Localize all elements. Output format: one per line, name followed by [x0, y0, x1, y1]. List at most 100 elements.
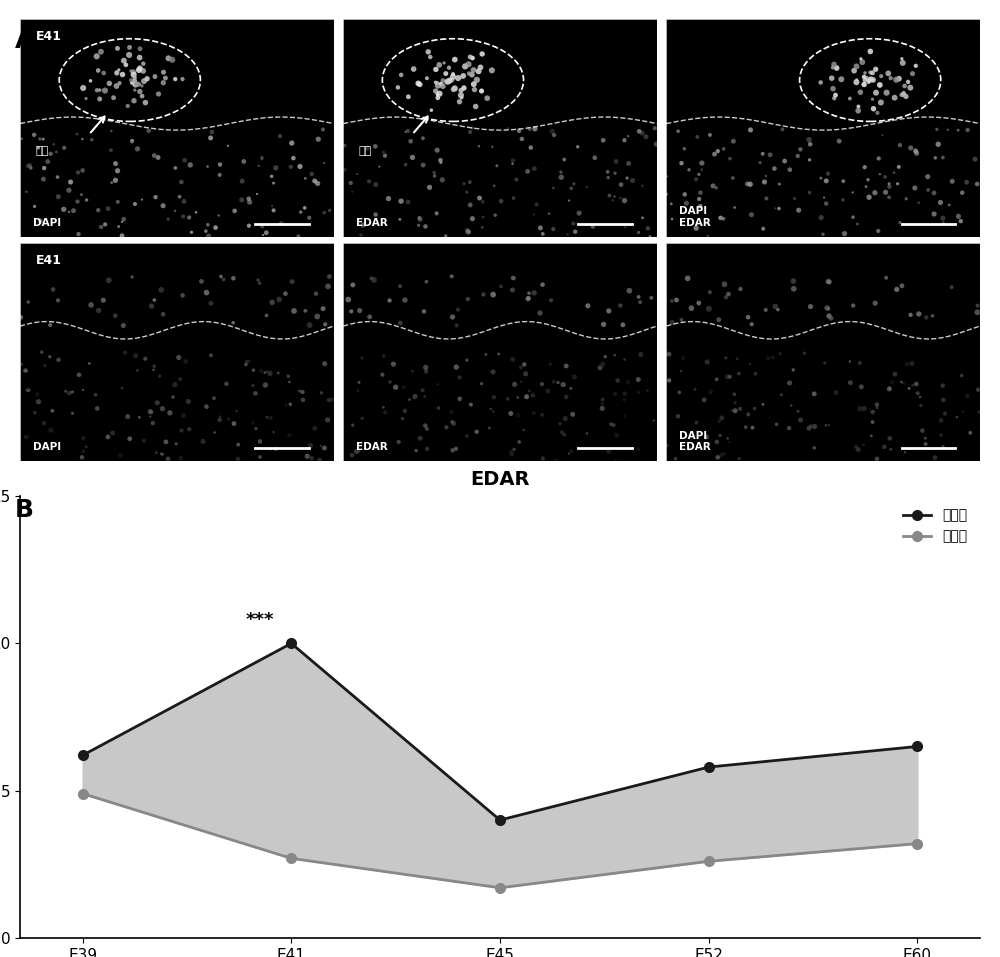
Point	[368, 177, 384, 192]
Point	[663, 196, 679, 211]
Point	[484, 63, 500, 78]
Point	[553, 169, 569, 185]
Point	[444, 72, 460, 87]
Point	[890, 176, 906, 191]
Point	[711, 312, 727, 327]
Point	[880, 66, 896, 81]
Point	[475, 287, 491, 302]
Point	[560, 227, 576, 242]
Point	[445, 69, 461, 84]
Point	[474, 376, 490, 391]
Point	[50, 189, 66, 205]
Point	[765, 350, 781, 366]
Point	[90, 203, 106, 218]
Point	[897, 78, 913, 94]
Point	[20, 382, 36, 397]
Point	[281, 374, 297, 389]
Point	[818, 196, 834, 211]
Point	[716, 446, 732, 461]
Point	[160, 211, 176, 227]
Point	[926, 207, 942, 222]
Point	[212, 167, 228, 183]
Point	[806, 419, 822, 434]
Point	[157, 71, 173, 86]
Point	[884, 374, 900, 389]
Point	[691, 191, 707, 207]
Point	[44, 403, 60, 418]
Point	[875, 127, 891, 143]
Point	[457, 58, 473, 74]
Point	[65, 406, 81, 421]
Point	[863, 428, 879, 443]
Point	[713, 211, 729, 226]
Point	[429, 143, 445, 158]
Point	[350, 383, 366, 398]
Point	[423, 102, 439, 118]
Point	[361, 174, 377, 189]
Point	[262, 366, 278, 381]
Point	[758, 302, 774, 318]
Point	[107, 308, 123, 323]
Point	[865, 405, 881, 420]
Point	[882, 380, 898, 395]
Point	[824, 71, 840, 86]
Point	[272, 128, 288, 144]
Point	[79, 192, 95, 208]
Point	[153, 282, 169, 298]
Point	[701, 301, 717, 317]
Point	[203, 130, 219, 145]
Point	[813, 210, 829, 225]
Point	[392, 211, 408, 227]
Point	[732, 281, 748, 297]
Point	[960, 122, 976, 138]
Point	[698, 430, 714, 445]
Point	[459, 352, 475, 367]
Point	[266, 175, 282, 190]
Point	[56, 140, 72, 155]
Point	[548, 453, 564, 468]
Point	[740, 407, 756, 422]
Point	[500, 391, 516, 407]
Point	[353, 228, 369, 243]
Point	[758, 168, 774, 184]
Point	[418, 364, 434, 379]
有毛猪	[703, 762, 715, 773]
Point	[120, 409, 136, 424]
Point	[111, 219, 127, 234]
Point	[443, 404, 459, 419]
Point	[252, 434, 268, 449]
Point	[861, 75, 877, 90]
Point	[97, 83, 113, 99]
Point	[281, 428, 297, 443]
Point	[391, 434, 407, 450]
Point	[505, 153, 521, 168]
Point	[854, 55, 870, 70]
Point	[459, 185, 475, 200]
Point	[849, 72, 865, 87]
Point	[124, 76, 140, 91]
Point	[65, 203, 81, 218]
Point	[620, 374, 636, 389]
Point	[444, 269, 460, 284]
Point	[752, 155, 768, 170]
Point	[742, 356, 758, 371]
Point	[849, 216, 865, 232]
Point	[445, 309, 461, 324]
Point	[894, 51, 910, 66]
Point	[426, 165, 442, 180]
Point	[143, 405, 159, 420]
Point	[442, 73, 458, 88]
Point	[137, 95, 153, 110]
Point	[743, 207, 759, 222]
Point	[766, 161, 782, 176]
Point	[617, 386, 633, 401]
Point	[782, 162, 798, 177]
Point	[500, 121, 516, 136]
Point	[474, 83, 490, 99]
Point	[638, 129, 654, 145]
Point	[27, 199, 43, 214]
Point	[374, 367, 390, 383]
Point	[459, 429, 475, 444]
Point	[180, 394, 196, 410]
Point	[889, 281, 905, 297]
